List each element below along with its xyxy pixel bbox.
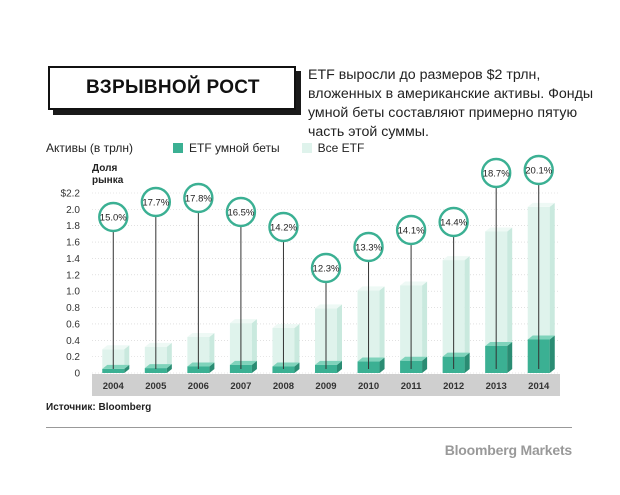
market-share-value: 14.4%: [440, 218, 467, 229]
market-share-value: 15.0%: [100, 213, 127, 224]
x-tick-label: 2005: [145, 381, 167, 392]
source-note: Источник: Bloomberg: [46, 402, 151, 413]
y-tick-label: 0.6: [66, 319, 80, 330]
brand-logo: Bloomberg Markets: [445, 442, 572, 458]
x-tick-label: 2011: [401, 381, 422, 392]
y-tick-label: 1.0: [66, 287, 80, 298]
x-tick-label: 2014: [528, 381, 550, 392]
x-tick-label: 2012: [443, 381, 464, 392]
y-tick-label: 1.2: [66, 270, 80, 281]
y-tick-label: 0.4: [66, 336, 80, 347]
market-share-value: 12.3%: [313, 264, 340, 275]
market-share-value: 17.7%: [142, 198, 169, 209]
market-share-value: 13.3%: [355, 243, 382, 254]
smart-beta-bar-side: [507, 342, 512, 373]
y-tick-label: 1.8: [66, 221, 80, 232]
divider: [46, 427, 572, 428]
y-tick-label: 0.8: [66, 303, 80, 314]
y-tick-label: 0.2: [66, 352, 80, 363]
x-tick-label: 2008: [273, 381, 294, 392]
x-tick-label: 2004: [103, 381, 125, 392]
market-share-value: 17.8%: [185, 194, 212, 205]
smart-beta-bar: [102, 369, 124, 373]
market-share-value: 18.7%: [483, 169, 510, 180]
x-tick-label: 2009: [315, 381, 336, 392]
market-share-value: 20.1%: [525, 166, 552, 177]
market-share-value: 14.2%: [270, 223, 297, 234]
x-tick-label: 2010: [358, 381, 379, 392]
y-tick-label: 1.6: [66, 238, 80, 249]
x-tick-label: 2013: [486, 381, 507, 392]
market-share-value: 14.1%: [398, 226, 425, 237]
smart-beta-bar-side: [550, 335, 555, 373]
y-tick-label: 2.0: [66, 205, 80, 216]
y-tick-label: 1.4: [66, 254, 80, 265]
y-tick-label: 0: [74, 369, 80, 380]
x-tick-label: 2007: [230, 381, 251, 392]
market-share-value: 16.5%: [227, 208, 254, 219]
bar-chart: 0 0.2 0.4 0.6 0.8 1.0 1.2 1.4 1.6 1.8 2.0 $2.2 15.0%…: [0, 0, 620, 495]
y-tick-label: $2.2: [61, 189, 81, 200]
x-tick-label: 2006: [188, 381, 209, 392]
